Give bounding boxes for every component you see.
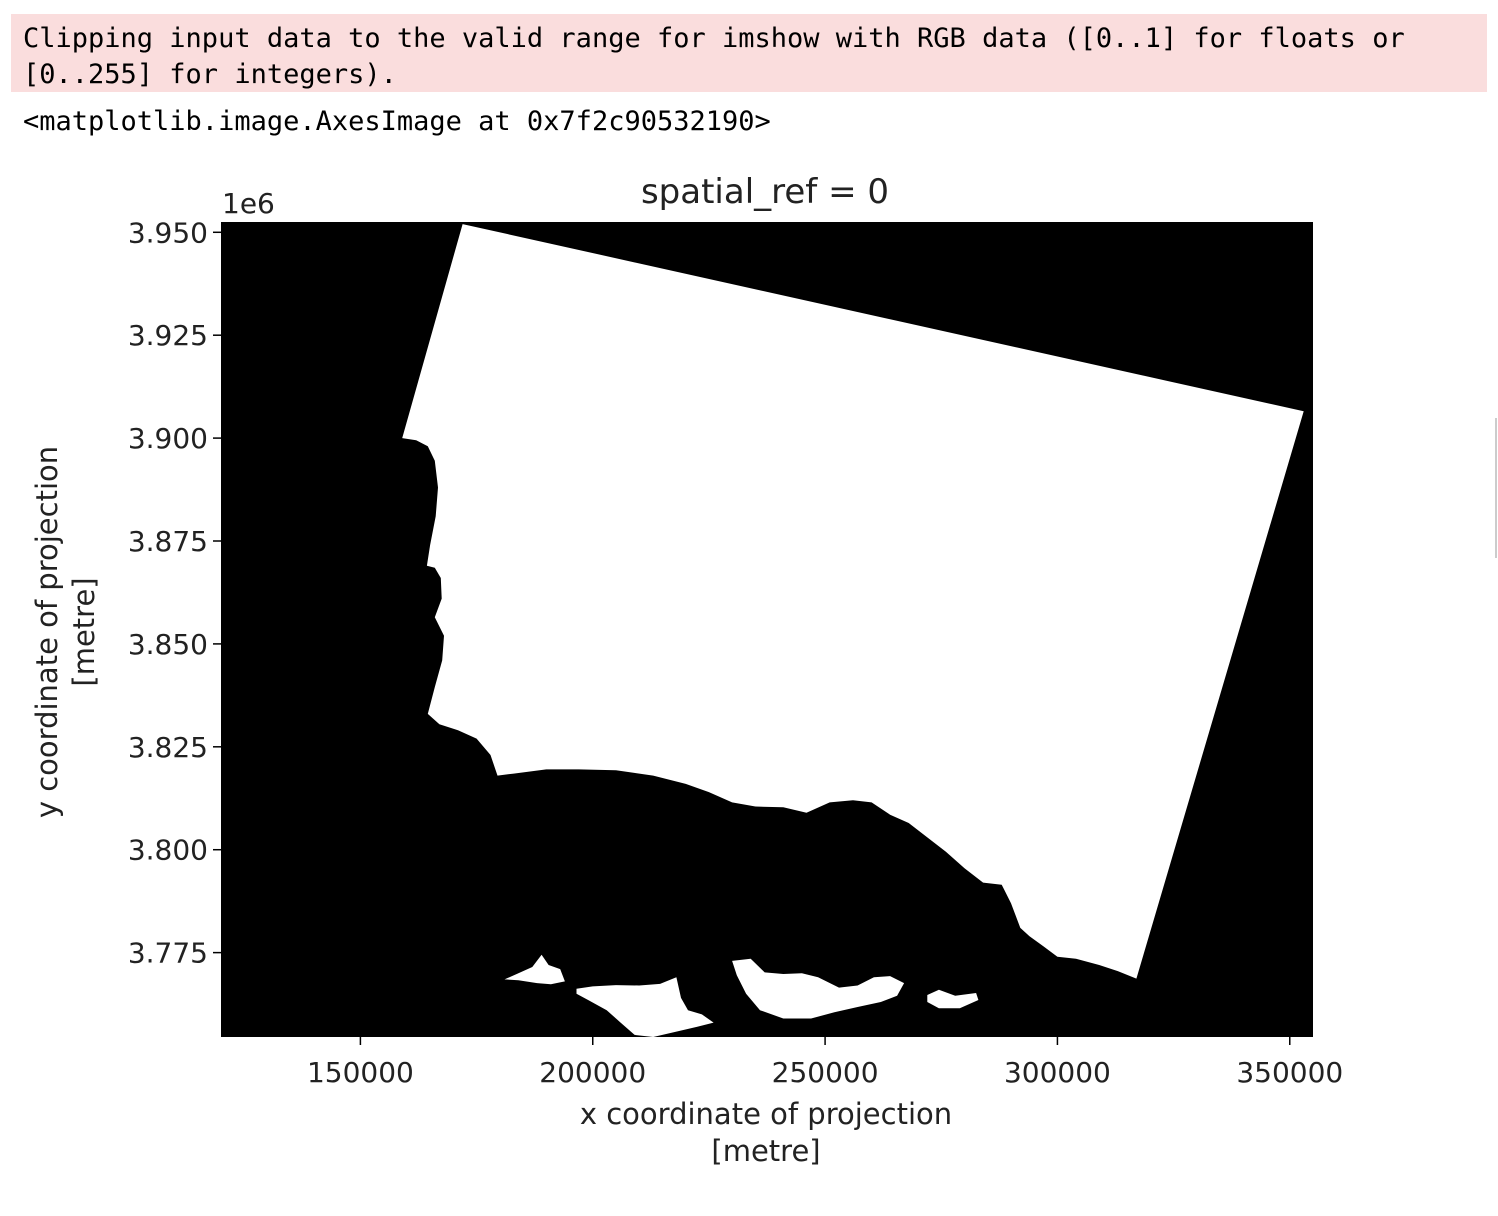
chart-title: spatial_ref = 0 — [641, 172, 889, 212]
x-tick-label: 350000 — [1236, 1056, 1343, 1089]
y-tick-label: 3.825 — [128, 731, 208, 764]
y-tick-label: 3.875 — [128, 525, 208, 558]
y-tick-label: 3.925 — [128, 319, 208, 352]
y-axis: 3.950 3.925 3.900 3.875 3.850 3.825 3.800 3.775 — [128, 216, 221, 970]
y-axis-label-unit: [metre] — [67, 577, 101, 686]
stderr-line: Clipping input data to the valid range f… — [23, 23, 1405, 54]
y-axis-label: y coordinate of projection — [30, 446, 64, 818]
y-tick-label: 3.800 — [128, 834, 208, 867]
island-shape — [732, 958, 905, 1019]
x-tick-label: 250000 — [772, 1056, 879, 1089]
x-tick-label: 200000 — [539, 1056, 646, 1089]
land-layer — [402, 224, 1304, 1037]
island-shape — [504, 954, 565, 985]
stderr-line: [0..255] for integers). — [23, 59, 397, 90]
stderr-output: Clipping input data to the valid range f… — [11, 14, 1487, 92]
scrollbar-marker — [1495, 418, 1497, 558]
y-tick-label: 3.775 — [128, 937, 208, 970]
stdout-output: <matplotlib.image.AxesImage at 0x7f2c905… — [23, 106, 771, 137]
y-tick-label: 3.950 — [128, 216, 208, 249]
x-tick-label: 300000 — [1004, 1056, 1111, 1089]
x-axis-label-unit: [metre] — [711, 1134, 820, 1168]
plot-figure: 150000 200000 250000 300000 350000 3.950 3.92… — [30, 172, 1343, 1168]
island-shape — [927, 989, 979, 1009]
x-tick-label: 150000 — [307, 1056, 414, 1089]
y-offset-label: 1e6 — [222, 187, 275, 220]
island-shape — [576, 977, 714, 1037]
x-axis: 150000 200000 250000 300000 350000 — [307, 1037, 1343, 1089]
mainland-shape — [402, 224, 1304, 979]
x-axis-label: x coordinate of projection — [580, 1097, 952, 1131]
y-tick-label: 3.850 — [128, 628, 208, 661]
y-tick-label: 3.900 — [128, 422, 208, 455]
